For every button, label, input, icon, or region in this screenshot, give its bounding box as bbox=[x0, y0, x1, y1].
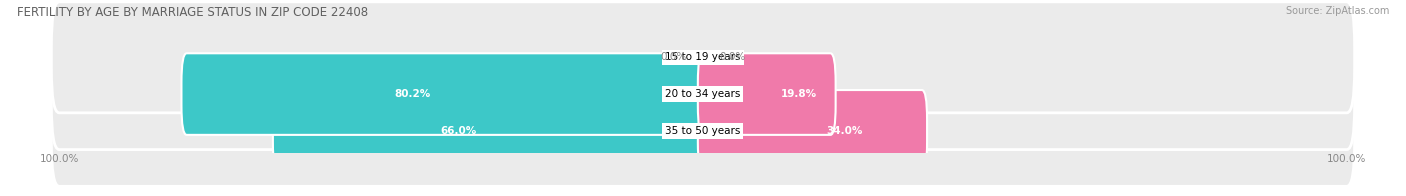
FancyBboxPatch shape bbox=[697, 90, 927, 172]
Text: 100.0%: 100.0% bbox=[39, 154, 79, 164]
FancyBboxPatch shape bbox=[273, 90, 709, 172]
Text: 35 to 50 years: 35 to 50 years bbox=[665, 126, 741, 136]
Text: 66.0%: 66.0% bbox=[440, 126, 477, 136]
Text: Source: ZipAtlas.com: Source: ZipAtlas.com bbox=[1285, 6, 1389, 16]
FancyBboxPatch shape bbox=[52, 39, 1354, 150]
Text: 100.0%: 100.0% bbox=[1327, 154, 1367, 164]
Text: 0.0%: 0.0% bbox=[661, 52, 688, 62]
Text: FERTILITY BY AGE BY MARRIAGE STATUS IN ZIP CODE 22408: FERTILITY BY AGE BY MARRIAGE STATUS IN Z… bbox=[17, 6, 368, 19]
FancyBboxPatch shape bbox=[52, 75, 1354, 186]
FancyBboxPatch shape bbox=[181, 53, 709, 135]
FancyBboxPatch shape bbox=[697, 53, 835, 135]
Text: 0.0%: 0.0% bbox=[718, 52, 745, 62]
Text: 15 to 19 years: 15 to 19 years bbox=[665, 52, 741, 62]
Text: 80.2%: 80.2% bbox=[395, 89, 430, 99]
Text: 20 to 34 years: 20 to 34 years bbox=[665, 89, 741, 99]
Text: 19.8%: 19.8% bbox=[780, 89, 817, 99]
Text: 34.0%: 34.0% bbox=[827, 126, 863, 136]
FancyBboxPatch shape bbox=[52, 2, 1354, 113]
